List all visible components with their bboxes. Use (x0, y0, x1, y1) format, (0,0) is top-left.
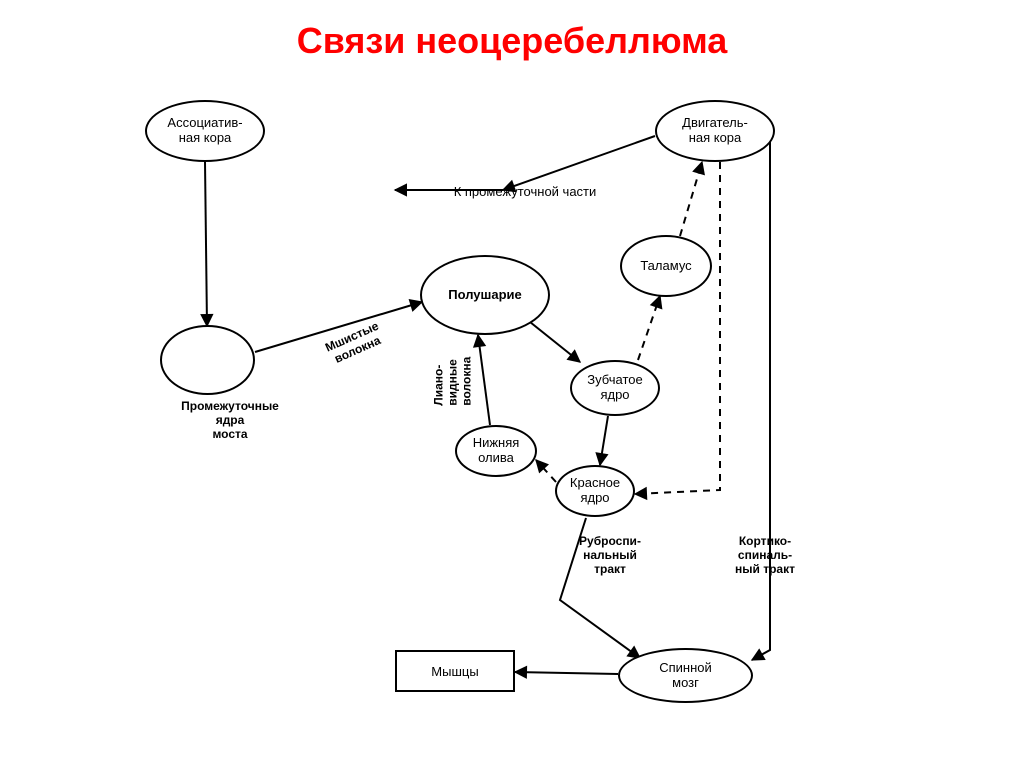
edge-11 (478, 335, 490, 425)
label-rubrospinal: Руброспи- нальный тракт (555, 535, 665, 576)
node-label-muscles: Мышцы (429, 662, 480, 681)
edge-10 (536, 460, 556, 482)
node-hemisphere: Полушарие (420, 255, 550, 335)
node-label-spinal_cord: Спинной мозг (657, 659, 714, 693)
node-label-red_nucleus: Красное ядро (568, 474, 622, 508)
edge-13 (515, 672, 618, 674)
label-climbing: Лиано- видные волокна (432, 376, 473, 406)
node-label-inf_olive: Нижняя олива (471, 434, 522, 468)
label-corticospinal: Кортико- спиналь- ный тракт (710, 535, 820, 576)
node-red_nucleus: Красное ядро (555, 465, 635, 517)
node-spinal_cord: Спинной мозг (618, 648, 753, 703)
page-title: Связи неоцеребеллюма (0, 20, 1024, 62)
edge-8 (752, 140, 770, 660)
node-label-assoc_cortex: Ассоциатив- ная кора (165, 114, 244, 148)
node-label-motor_cortex: Двигатель- ная кора (680, 114, 750, 148)
node-label-hemisphere: Полушарие (446, 286, 524, 305)
node-dentate: Зубчатое ядро (570, 360, 660, 416)
edge-2 (530, 322, 580, 362)
edge-4 (638, 296, 660, 360)
label-pons_label: Промежуточные ядра моста (160, 400, 300, 441)
edge-9 (635, 162, 720, 494)
title-text: Связи неоцеребеллюма (297, 20, 728, 61)
node-pons_nuclei_c (160, 325, 255, 395)
edge-0 (205, 162, 207, 326)
label-to_intermed: К промежуточной части (415, 185, 635, 200)
node-motor_cortex: Двигатель- ная кора (655, 100, 775, 162)
node-label-pons_nuclei_c (206, 358, 210, 362)
node-inf_olive: Нижняя олива (455, 425, 537, 477)
edge-3 (600, 416, 608, 465)
node-assoc_cortex: Ассоциатив- ная кора (145, 100, 265, 162)
edge-5 (680, 162, 702, 236)
node-muscles: Мышцы (395, 650, 515, 692)
label-mossy: Мшистые волокна (304, 311, 407, 377)
node-label-thalamus: Таламус (638, 257, 693, 276)
node-thalamus: Таламус (620, 235, 712, 297)
node-label-dentate: Зубчатое ядро (585, 371, 645, 405)
edge-6 (503, 136, 655, 190)
